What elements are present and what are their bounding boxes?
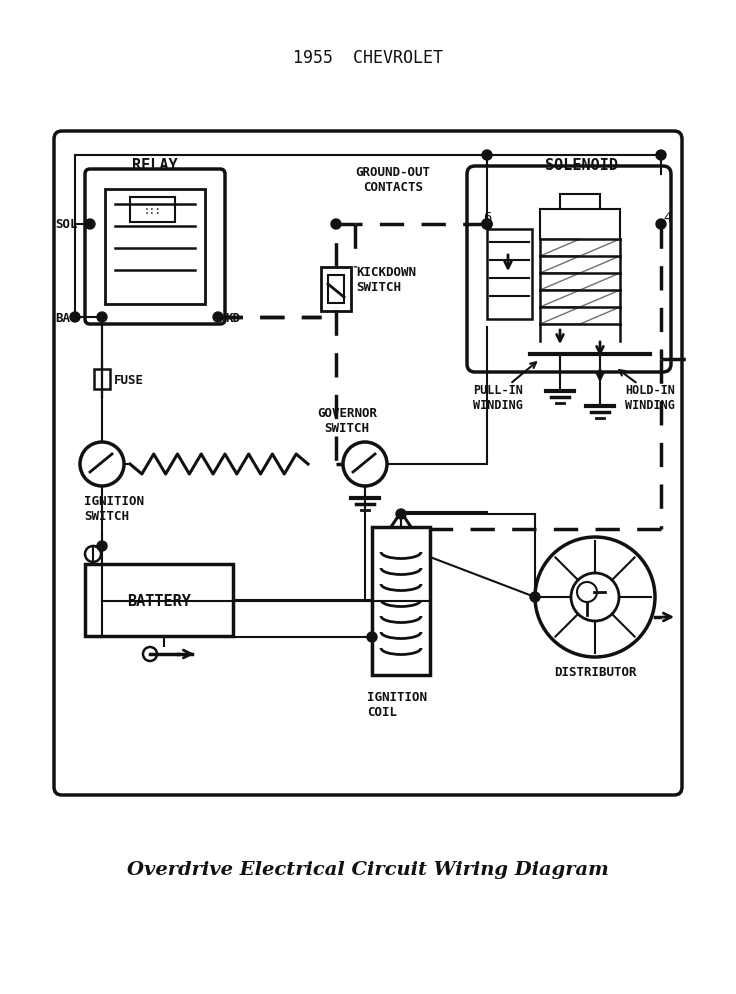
Text: BAT: BAT	[55, 311, 78, 324]
Text: SOL: SOL	[55, 219, 78, 232]
Bar	[85, 565, 233, 636]
Text: GROUND-OUT
CONTACTS: GROUND-OUT CONTACTS	[355, 166, 431, 194]
Bar	[130, 198, 175, 223]
Text: HOLD-IN
WINDING: HOLD-IN WINDING	[625, 384, 675, 412]
Circle shape	[656, 151, 666, 161]
Circle shape	[97, 542, 107, 552]
Text: GOVERNOR
SWITCH: GOVERNOR SWITCH	[317, 407, 377, 434]
Bar	[372, 528, 430, 675]
Text: 6: 6	[483, 211, 491, 225]
Circle shape	[331, 220, 341, 230]
Bar	[328, 275, 344, 304]
Text: SOLENOID: SOLENOID	[545, 157, 618, 172]
Circle shape	[656, 220, 666, 230]
Text: KD: KD	[225, 311, 240, 324]
Text: IGNITION
SWITCH: IGNITION SWITCH	[84, 494, 144, 523]
Circle shape	[482, 220, 492, 230]
Circle shape	[530, 592, 540, 602]
Circle shape	[97, 313, 107, 323]
Text: FUSE: FUSE	[114, 373, 144, 386]
Bar	[321, 267, 351, 312]
Circle shape	[70, 313, 80, 323]
Circle shape	[482, 151, 492, 161]
Circle shape	[396, 510, 406, 520]
Circle shape	[213, 313, 223, 323]
Circle shape	[85, 220, 95, 230]
Text: RELAY: RELAY	[132, 157, 178, 172]
Text: :::: :::	[144, 206, 160, 216]
Text: IGNITION
COIL: IGNITION COIL	[367, 690, 427, 719]
Bar	[94, 370, 110, 390]
Circle shape	[482, 220, 492, 230]
Text: 1955  CHEVROLET: 1955 CHEVROLET	[293, 49, 443, 67]
Text: Overdrive Electrical Circuit Wiring Diagram: Overdrive Electrical Circuit Wiring Diag…	[127, 860, 609, 878]
Circle shape	[482, 220, 492, 230]
Circle shape	[367, 632, 377, 642]
Bar	[105, 190, 205, 305]
Text: PULL-IN
WINDING: PULL-IN WINDING	[473, 384, 523, 412]
Text: KICKDOWN
SWITCH: KICKDOWN SWITCH	[356, 265, 416, 293]
Text: BATTERY: BATTERY	[127, 592, 191, 608]
Text: DISTRIBUTOR: DISTRIBUTOR	[553, 665, 636, 678]
Bar	[487, 230, 532, 320]
Text: 4: 4	[663, 211, 671, 225]
